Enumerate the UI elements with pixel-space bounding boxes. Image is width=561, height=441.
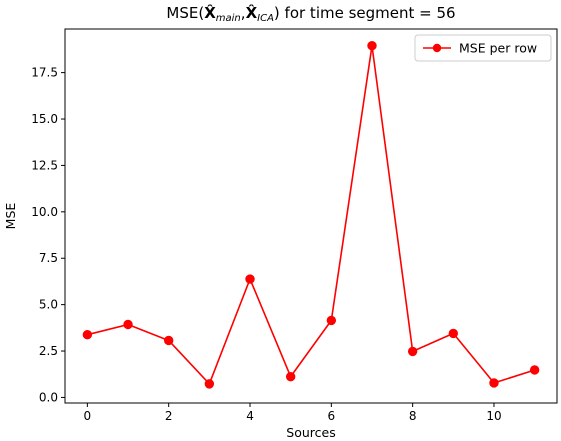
y-tick-label: 17.5: [31, 66, 58, 80]
title-part: X̂: [246, 3, 258, 22]
y-tick-label: 2.5: [39, 344, 58, 358]
title-part: X̂: [204, 3, 216, 22]
y-tick-label: 10.0: [31, 205, 58, 219]
y-tick-label: 12.5: [31, 158, 58, 172]
x-tick-label: 8: [409, 409, 417, 423]
title-part: main: [216, 13, 241, 24]
data-point: [123, 319, 133, 330]
plot-frame: [64, 28, 558, 404]
legend-marker: [432, 43, 442, 53]
x-axis-label: Sources: [286, 425, 335, 440]
axes: [64, 28, 558, 404]
y-tick-label: 15.0: [31, 112, 58, 126]
legend-label: MSE per row: [459, 41, 537, 56]
x-tick-label: 10: [486, 409, 501, 423]
y-tick-label: 0.0: [39, 390, 58, 404]
data-point: [285, 371, 296, 382]
data-point: [529, 365, 540, 375]
y-axis-ticks: 0.0 2.5 5.0 7.5 10.0 12.5 15.0 17.5: [31, 66, 65, 404]
data-point: [204, 379, 215, 389]
data-point: [407, 346, 418, 357]
title-part: ,: [241, 4, 246, 22]
data-point: [489, 378, 499, 388]
legend: MSE per row: [414, 34, 552, 62]
data-point: [326, 315, 337, 326]
y-tick-label: 5.0: [39, 298, 58, 312]
chart-title: MSE(X̂main,X̂ICA) for time segment = 56: [166, 3, 455, 24]
series-layer: [82, 41, 540, 389]
data-point: [448, 328, 459, 339]
data-point: [367, 41, 377, 51]
x-tick-label: 6: [328, 409, 336, 423]
y-tick-label: 7.5: [39, 251, 58, 265]
data-point: [245, 274, 255, 284]
series-line: [87, 44, 535, 385]
x-tick-label: 4: [246, 409, 254, 423]
x-tick-label: 2: [165, 409, 173, 423]
title-part: MSE(: [166, 4, 204, 22]
x-tick-label: 0: [84, 409, 92, 423]
y-axis-label: MSE: [3, 203, 18, 230]
legend-box: [414, 34, 552, 62]
x-axis-ticks: 0 2 4 6 8 10: [84, 403, 502, 423]
title-part: ICA: [257, 13, 274, 24]
data-point: [163, 335, 174, 346]
data-point: [82, 329, 93, 340]
title-part: ) for time segment = 56: [274, 4, 456, 22]
